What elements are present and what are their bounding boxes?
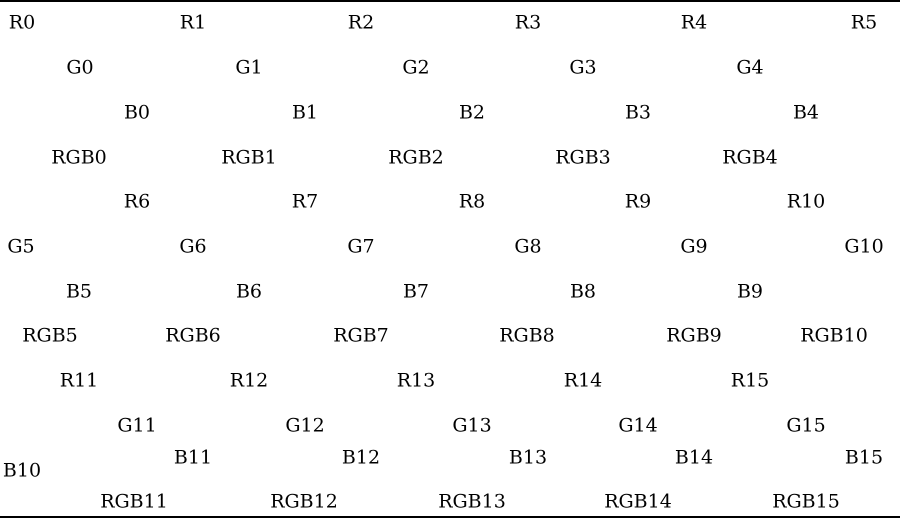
channel-label-r8: R8 bbox=[458, 190, 486, 213]
channel-label-g7: G7 bbox=[347, 235, 375, 258]
channel-label-b1: B1 bbox=[291, 101, 319, 124]
channel-label-b6: B6 bbox=[235, 280, 263, 303]
channel-label-g2: G2 bbox=[402, 56, 430, 79]
channel-label-r6: R6 bbox=[123, 190, 151, 213]
channel-label-b9: B9 bbox=[736, 280, 764, 303]
channel-label-b7: B7 bbox=[402, 280, 430, 303]
channel-label-g8: G8 bbox=[514, 235, 542, 258]
channel-label-rgb7: RGB7 bbox=[333, 324, 389, 347]
channel-label-g3: G3 bbox=[569, 56, 597, 79]
channel-label-rgb9: RGB9 bbox=[666, 324, 722, 347]
channel-label-rgb1: RGB1 bbox=[221, 146, 277, 169]
channel-label-r15: R15 bbox=[730, 369, 770, 392]
channel-label-b11: B11 bbox=[173, 446, 213, 469]
channel-label-r7: R7 bbox=[291, 190, 319, 213]
channel-label-g12: G12 bbox=[285, 414, 325, 437]
channel-label-r12: R12 bbox=[229, 369, 269, 392]
channel-label-b0: B0 bbox=[123, 101, 151, 124]
channel-label-g4: G4 bbox=[736, 56, 764, 79]
channel-label-g6: G6 bbox=[179, 235, 207, 258]
channel-label-b4: B4 bbox=[792, 101, 820, 124]
channel-label-g11: G11 bbox=[117, 414, 157, 437]
channel-label-r5: R5 bbox=[850, 11, 878, 34]
channel-label-r2: R2 bbox=[347, 11, 375, 34]
channel-label-g0: G0 bbox=[66, 56, 94, 79]
channel-label-b2: B2 bbox=[458, 101, 486, 124]
channel-label-b10: B10 bbox=[2, 459, 42, 482]
channel-label-r0: R0 bbox=[8, 11, 36, 34]
channel-label-b14: B14 bbox=[674, 446, 714, 469]
channel-label-r11: R11 bbox=[59, 369, 99, 392]
channel-label-rgb15: RGB15 bbox=[772, 490, 840, 513]
channel-label-rgb0: RGB0 bbox=[51, 146, 107, 169]
channel-label-r3: R3 bbox=[514, 11, 542, 34]
channel-label-r14: R14 bbox=[563, 369, 603, 392]
channel-label-rgb5: RGB5 bbox=[22, 324, 78, 347]
channel-label-g10: G10 bbox=[844, 235, 884, 258]
channel-label-b8: B8 bbox=[569, 280, 597, 303]
channel-label-r13: R13 bbox=[396, 369, 436, 392]
channel-label-rgb12: RGB12 bbox=[270, 490, 338, 513]
channel-label-g1: G1 bbox=[235, 56, 263, 79]
channel-label-rgb4: RGB4 bbox=[722, 146, 778, 169]
channel-label-rgb14: RGB14 bbox=[604, 490, 672, 513]
channel-label-rgb3: RGB3 bbox=[555, 146, 611, 169]
channel-label-rgb8: RGB8 bbox=[499, 324, 555, 347]
channel-label-r1: R1 bbox=[179, 11, 207, 34]
channel-label-rgb2: RGB2 bbox=[388, 146, 444, 169]
bottom-rule bbox=[0, 516, 900, 518]
channel-label-b5: B5 bbox=[65, 280, 93, 303]
top-rule bbox=[0, 0, 900, 2]
channel-label-rgb10: RGB10 bbox=[800, 324, 868, 347]
channel-label-g14: G14 bbox=[618, 414, 658, 437]
channel-label-rgb11: RGB11 bbox=[100, 490, 168, 513]
channel-label-b13: B13 bbox=[508, 446, 548, 469]
channel-label-b15: B15 bbox=[844, 446, 884, 469]
channel-label-r4: R4 bbox=[680, 11, 708, 34]
channel-label-g15: G15 bbox=[786, 414, 826, 437]
channel-label-rgb13: RGB13 bbox=[438, 490, 506, 513]
channel-label-r9: R9 bbox=[624, 190, 652, 213]
channel-label-b12: B12 bbox=[341, 446, 381, 469]
channel-label-b3: B3 bbox=[624, 101, 652, 124]
channel-label-g5: G5 bbox=[7, 235, 35, 258]
channel-label-g9: G9 bbox=[680, 235, 708, 258]
channel-label-g13: G13 bbox=[452, 414, 492, 437]
channel-label-rgb6: RGB6 bbox=[165, 324, 221, 347]
channel-label-r10: R10 bbox=[786, 190, 826, 213]
